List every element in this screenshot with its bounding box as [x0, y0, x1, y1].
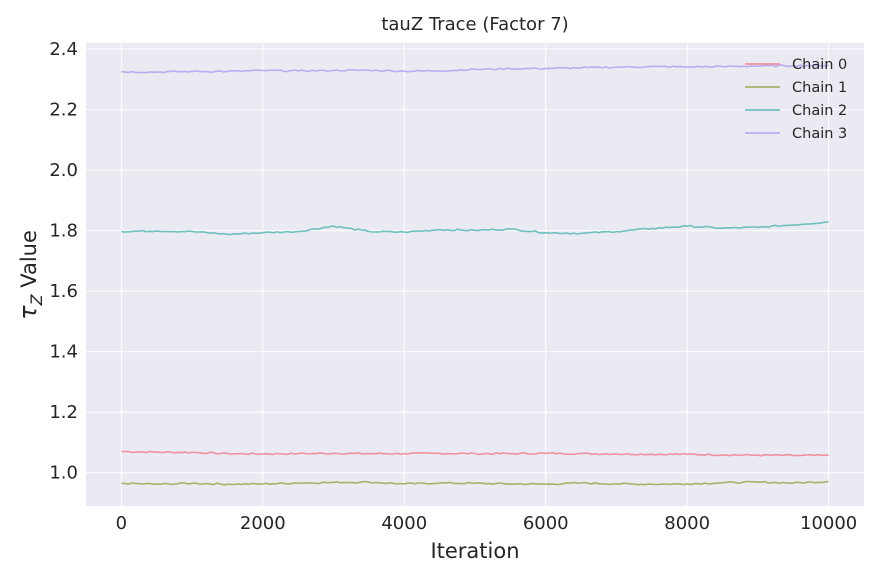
- x-tick-labels: 0 2000 4000 6000 8000 10000: [116, 513, 858, 534]
- x-tick-label: 6000: [523, 513, 569, 534]
- y-tick-label: 1.8: [49, 221, 78, 242]
- x-tick-label: 4000: [381, 513, 427, 534]
- x-tick-label: 8000: [664, 513, 710, 534]
- grid: [86, 43, 864, 506]
- plot-background: [86, 43, 864, 506]
- x-tick-label: 0: [116, 513, 127, 534]
- legend-label: Chain 3: [792, 126, 847, 142]
- series-line: [121, 221, 829, 236]
- y-tick-label: 1.2: [49, 402, 78, 423]
- y-tick-label: 2.4: [49, 39, 78, 60]
- series-line: [121, 450, 829, 457]
- y-tick-label: 1.4: [49, 342, 78, 363]
- series-line: [121, 480, 829, 486]
- y-tick-label: 1.0: [49, 463, 78, 484]
- legend-label: Chain 0: [792, 57, 847, 73]
- y-tick-label: 1.6: [49, 281, 78, 302]
- y-tick-label: 2.0: [49, 160, 78, 181]
- x-axis-title: Iteration: [430, 539, 519, 563]
- series-lines: [121, 64, 829, 486]
- legend-label: Chain 2: [792, 103, 847, 119]
- legend-label: Chain 1: [792, 80, 847, 96]
- x-tick-label: 10000: [800, 513, 857, 534]
- y-axis-symbol: τ: [14, 305, 42, 320]
- y-axis-suffix: Value: [17, 230, 41, 294]
- y-axis-title: τZ Value: [14, 230, 46, 320]
- series-line: [121, 64, 829, 74]
- legend: Chain 0 Chain 1 Chain 2 Chain 3: [745, 57, 847, 142]
- x-tick-label: 2000: [240, 513, 286, 534]
- y-tick-label: 2.2: [49, 100, 78, 121]
- y-tick-labels: 1.0 1.2 1.4 1.6 1.8 2.0 2.2 2.4: [49, 39, 78, 484]
- chart-title: tauZ Trace (Factor 7): [381, 14, 568, 35]
- y-axis-subscript: Z: [27, 293, 46, 306]
